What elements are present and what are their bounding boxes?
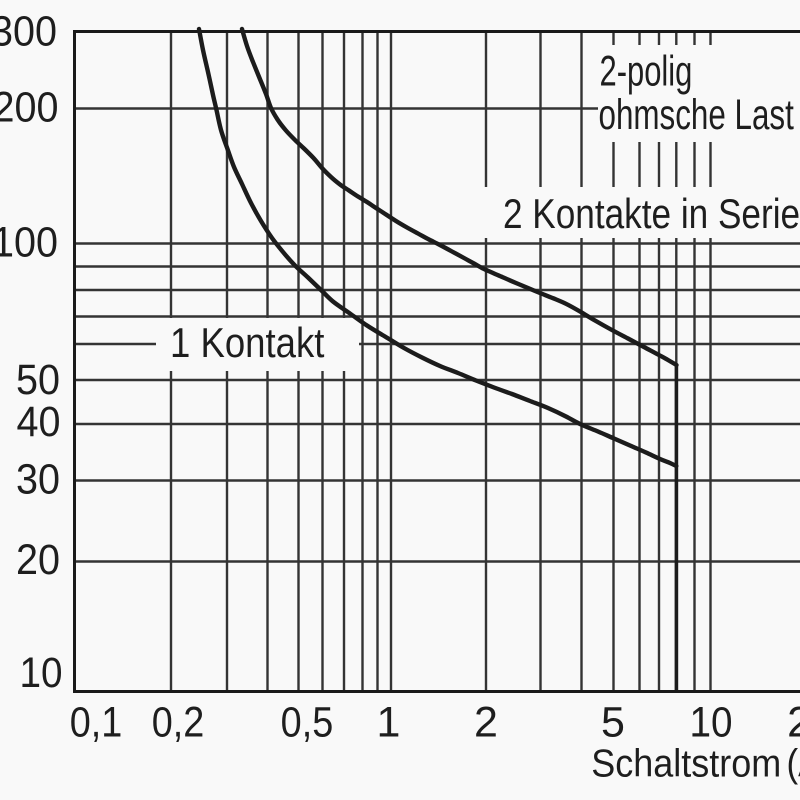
svg-text:100: 100 bbox=[0, 218, 58, 266]
svg-text:2 Kontakte in Serie: 2 Kontakte in Serie bbox=[503, 191, 800, 238]
svg-text:10: 10 bbox=[689, 698, 732, 746]
svg-text:5: 5 bbox=[601, 699, 625, 747]
svg-text:10: 10 bbox=[19, 648, 62, 696]
svg-text:300: 300 bbox=[0, 7, 57, 55]
svg-text:2-polig: 2-polig bbox=[600, 46, 693, 94]
svg-text:20: 20 bbox=[787, 699, 800, 747]
svg-text:2: 2 bbox=[474, 699, 498, 747]
svg-text:1: 1 bbox=[377, 699, 401, 747]
svg-text:ohmsche Last: ohmsche Last bbox=[599, 90, 795, 138]
svg-text:0,5: 0,5 bbox=[281, 697, 334, 746]
svg-text:20: 20 bbox=[16, 535, 60, 583]
svg-text:200: 200 bbox=[0, 83, 58, 131]
svg-text:0,2: 0,2 bbox=[152, 697, 205, 746]
svg-text:0,1: 0,1 bbox=[70, 697, 123, 746]
svg-text:30: 30 bbox=[16, 455, 60, 503]
svg-text:(A): (A) bbox=[787, 742, 800, 785]
svg-text:Schaltstrom: Schaltstrom bbox=[591, 741, 781, 784]
svg-text:1 Kontakt: 1 Kontakt bbox=[170, 320, 324, 367]
svg-text:50: 50 bbox=[16, 355, 60, 403]
svg-text:40: 40 bbox=[17, 397, 61, 445]
